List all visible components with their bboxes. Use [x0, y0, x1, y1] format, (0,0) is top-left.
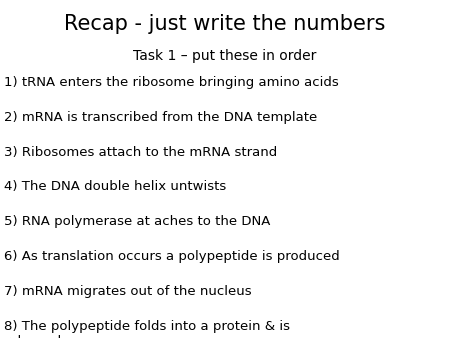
Text: 1) tRNA enters the ribosome bringing amino acids: 1) tRNA enters the ribosome bringing ami…: [4, 76, 339, 89]
Text: 4) The DNA double helix untwists: 4) The DNA double helix untwists: [4, 180, 227, 193]
Text: 6) As translation occurs a polypeptide is produced: 6) As translation occurs a polypeptide i…: [4, 250, 340, 263]
Text: 5) RNA polymerase at aches to the DNA: 5) RNA polymerase at aches to the DNA: [4, 215, 271, 228]
Text: 7) mRNA migrates out of the nucleus: 7) mRNA migrates out of the nucleus: [4, 285, 252, 298]
Text: 3) Ribosomes attach to the mRNA strand: 3) Ribosomes attach to the mRNA strand: [4, 146, 278, 159]
Text: 8) The polypeptide folds into a protein & is
released: 8) The polypeptide folds into a protein …: [4, 320, 291, 338]
Text: Task 1 – put these in order: Task 1 – put these in order: [133, 49, 317, 63]
Text: 2) mRNA is transcribed from the DNA template: 2) mRNA is transcribed from the DNA temp…: [4, 111, 318, 124]
Text: Recap - just write the numbers: Recap - just write the numbers: [64, 14, 386, 33]
